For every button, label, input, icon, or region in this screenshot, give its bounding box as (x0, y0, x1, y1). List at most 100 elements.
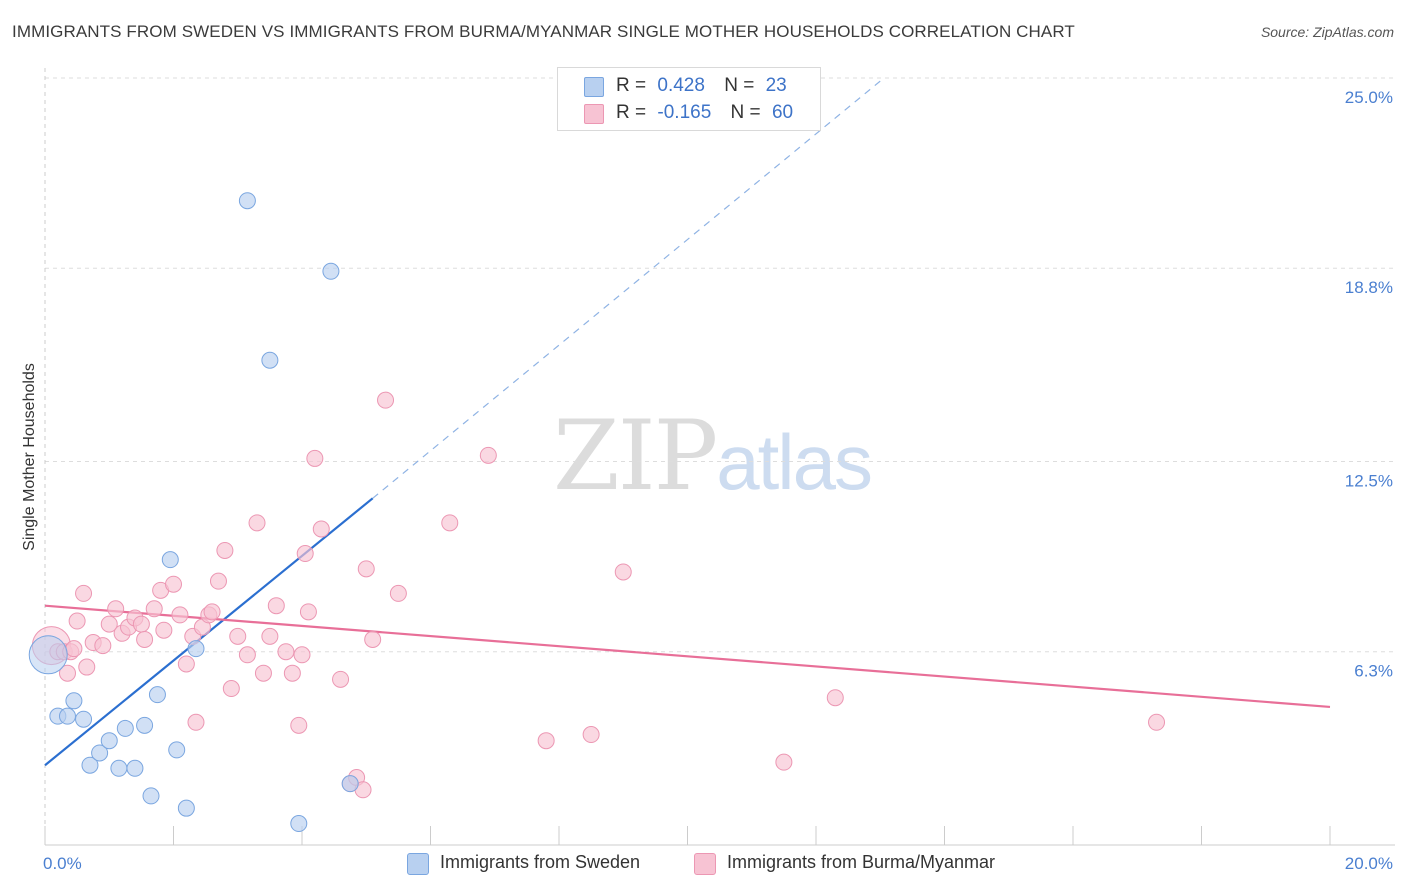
legend-r-value-sweden: 0.428 (657, 75, 705, 96)
tick-labels: 25.0% 18.8% 12.5% 6.3% 0.0% 20.0% (43, 88, 1393, 873)
data-point-burma (100, 615, 118, 633)
data-point-sweden (136, 716, 154, 734)
data-point-burma (364, 630, 382, 648)
data-point-burma (107, 600, 125, 618)
data-point-burma (216, 541, 234, 559)
data-point-burma (290, 716, 308, 734)
data-point-burma (296, 545, 314, 563)
data-point-burma (78, 658, 96, 676)
data-point-burma (75, 584, 93, 602)
axes (44, 68, 1395, 846)
data-point-burma (277, 643, 295, 661)
data-point-burma (136, 630, 154, 648)
data-point-sweden (290, 815, 308, 833)
data-point-sweden (126, 759, 144, 777)
data-point-sweden (142, 787, 160, 805)
data-point-burma (155, 621, 173, 639)
data-point-sweden (75, 710, 93, 728)
data-point-sweden (65, 692, 83, 710)
data-point-sweden (58, 707, 76, 725)
data-point-sweden (110, 759, 128, 777)
data-point-sweden (148, 686, 166, 704)
data-point-burma (58, 664, 76, 682)
data-point-burma (94, 637, 112, 655)
data-point-burma (238, 646, 256, 664)
data-point-burma (261, 627, 279, 645)
bottom-legend-swatch-sweden (407, 853, 429, 875)
data-point-burma (441, 514, 459, 532)
data-point-sweden (91, 744, 109, 762)
data-point-sweden (116, 719, 134, 737)
data-point-sweden (322, 262, 340, 280)
data-point-burma (614, 563, 632, 581)
data-point-burma (229, 627, 247, 645)
data-point-burma (132, 615, 150, 633)
data-point-burma (209, 572, 227, 590)
data-point-burma (537, 732, 555, 750)
data-point-burma (267, 597, 285, 615)
data-point-burma (389, 584, 407, 602)
data-point-sweden (341, 775, 359, 793)
trend-lines (44, 80, 1331, 767)
y-tick-label: 12.5% (1345, 472, 1393, 491)
data-point-burma (479, 446, 497, 464)
bottom-legend-label-sweden: Immigrants from Sweden (440, 852, 641, 872)
y-tick-label: 18.8% (1345, 278, 1393, 297)
correlation-legend: R = 0.428 N = 23 R = -0.165 N = 60 (557, 67, 821, 131)
data-point-burma (171, 606, 189, 624)
legend-r-label: R = (616, 75, 647, 96)
legend-swatch-sweden (584, 77, 604, 97)
bottom-legend-label-burma: Immigrants from Burma/Myanmar (727, 852, 996, 872)
legend-n-label: N = (724, 75, 755, 96)
y-tick-label: 25.0% (1345, 88, 1393, 107)
data-point-sweden (100, 732, 118, 750)
trendline-burma (44, 604, 1331, 709)
x-tick-label: 20.0% (1345, 854, 1393, 873)
data-point-burma (65, 640, 83, 658)
data-point-burma (254, 664, 272, 682)
data-point-burma (145, 600, 163, 618)
legend-r-label: R = (616, 102, 647, 123)
data-point-sweden (161, 551, 179, 569)
data-point-burma (187, 713, 205, 731)
bottom-legend-swatch-burma (694, 853, 716, 875)
data-point-burma (332, 670, 350, 688)
data-point-sweden (81, 756, 99, 774)
watermark-zip: ZIP (553, 400, 718, 512)
chart-title: IMMIGRANTS FROM SWEDEN VS IMMIGRANTS FRO… (12, 22, 1075, 41)
source-credit: Source: ZipAtlas.com (1260, 24, 1394, 40)
data-point-sweden (187, 640, 205, 658)
data-point-sweden (168, 741, 186, 759)
legend-swatch-burma (584, 104, 604, 124)
data-point-burma (293, 646, 311, 664)
series-sweden-points (28, 192, 359, 833)
data-point-burma (222, 680, 240, 698)
data-point-burma (283, 664, 301, 682)
data-point-burma (68, 612, 86, 630)
data-point-burma (299, 603, 317, 621)
data-point-sweden (238, 192, 256, 210)
data-point-burma (377, 391, 395, 409)
y-tick-label: 6.3% (1354, 662, 1393, 681)
x-tick-label: 0.0% (43, 854, 82, 873)
data-point-burma (306, 449, 324, 467)
data-point-sweden (28, 635, 68, 675)
data-point-burma (312, 520, 330, 538)
data-point-burma (203, 603, 221, 621)
data-point-burma (248, 514, 266, 532)
data-point-sweden (261, 351, 279, 369)
legend-r-value-burma: -0.165 (657, 102, 712, 123)
grid-lines (45, 77, 1395, 653)
series-burma-points (31, 391, 1166, 799)
data-point-burma (357, 560, 375, 578)
trendline-sweden-extension (372, 80, 881, 499)
data-point-burma (177, 655, 195, 673)
data-point-burma (582, 726, 600, 744)
data-point-burma (826, 689, 844, 707)
data-point-burma (1148, 713, 1166, 731)
data-point-burma (775, 753, 793, 771)
legend-n-label: N = (730, 102, 761, 123)
legend-n-value-burma: 60 (771, 102, 794, 123)
data-point-sweden (177, 799, 195, 817)
